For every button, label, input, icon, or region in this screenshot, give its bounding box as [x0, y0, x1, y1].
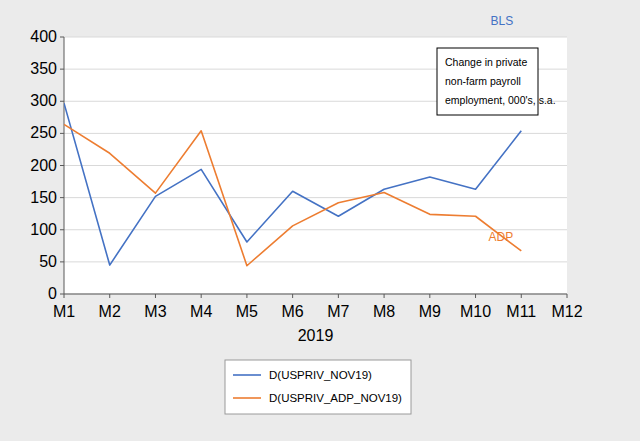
- note-text: Change in private: [445, 56, 527, 68]
- x-tick: [521, 294, 522, 298]
- x-tick-label: M12: [551, 303, 582, 320]
- note-text: employment, 000's, s.a.: [445, 94, 556, 106]
- x-tick-label: M8: [373, 303, 395, 320]
- y-tick-label: 100: [30, 221, 57, 238]
- x-tick: [567, 294, 568, 298]
- series-line: [64, 124, 521, 265]
- x-tick: [429, 294, 430, 298]
- grid-line: [64, 165, 567, 166]
- x-tick: [201, 294, 202, 298]
- y-tick-label: 50: [39, 253, 57, 270]
- legend-box: [225, 360, 411, 414]
- x-tick-label: M4: [190, 303, 212, 320]
- x-tick: [246, 294, 247, 298]
- x-tick: [338, 294, 339, 298]
- y-tick: [60, 133, 64, 134]
- x-tick-label: M5: [236, 303, 258, 320]
- y-tick: [60, 165, 64, 166]
- grid-line: [64, 197, 567, 198]
- y-tick-label: 150: [30, 189, 57, 206]
- y-tick-label: 250: [30, 124, 57, 141]
- y-tick: [60, 37, 64, 38]
- y-tick-label: 400: [30, 28, 57, 45]
- x-tick-label: M1: [53, 303, 75, 320]
- y-tick-label: 200: [30, 157, 57, 174]
- y-tick: [60, 197, 64, 198]
- x-tick: [155, 294, 156, 298]
- series-label: BLS: [491, 14, 514, 28]
- x-tick: [475, 294, 476, 298]
- legend-swatch: [233, 397, 261, 399]
- series-line: [64, 103, 521, 265]
- chart: 0 50 100 150 200 250 300 350 400 M1 M2 M3 M4 M5 M6 M7 M8…: [0, 0, 640, 441]
- grid-line: [64, 133, 567, 134]
- y-tick: [60, 229, 64, 230]
- x-tick-label: M6: [282, 303, 304, 320]
- grid-line: [64, 261, 567, 262]
- x-tick: [64, 294, 65, 298]
- x-tick-label: M7: [327, 303, 349, 320]
- y-tick-label: 0: [48, 285, 57, 302]
- x-tick: [384, 294, 385, 298]
- series-label: ADP: [489, 230, 514, 244]
- x-axis: [64, 294, 567, 295]
- series-group: [64, 103, 521, 266]
- y-axis: [64, 37, 65, 294]
- x-tick-label: M11: [506, 303, 536, 320]
- plot-area: [64, 37, 567, 294]
- y-tick-label: 300: [30, 92, 57, 109]
- grid-line: [64, 37, 567, 38]
- x-tick-label: M3: [144, 303, 166, 320]
- y-tick-label: 350: [30, 60, 57, 77]
- x-tick-label: M10: [460, 303, 491, 320]
- x-axis-label: 2019: [298, 327, 334, 344]
- x-tick: [292, 294, 293, 298]
- legend-label: D(USPRIV_ADP_NOV19): [269, 392, 402, 404]
- y-tick: [60, 294, 64, 295]
- grid-line: [64, 294, 567, 295]
- note-text: non-farm payroll: [445, 75, 521, 87]
- legend-swatch: [233, 374, 261, 376]
- x-tick: [109, 294, 110, 298]
- x-tick-label: M9: [419, 303, 441, 320]
- x-tick-label: M2: [99, 303, 121, 320]
- y-tick: [60, 69, 64, 70]
- y-tick: [60, 101, 64, 102]
- legend-label: D(USPRIV_NOV19): [269, 369, 372, 381]
- y-tick: [60, 261, 64, 262]
